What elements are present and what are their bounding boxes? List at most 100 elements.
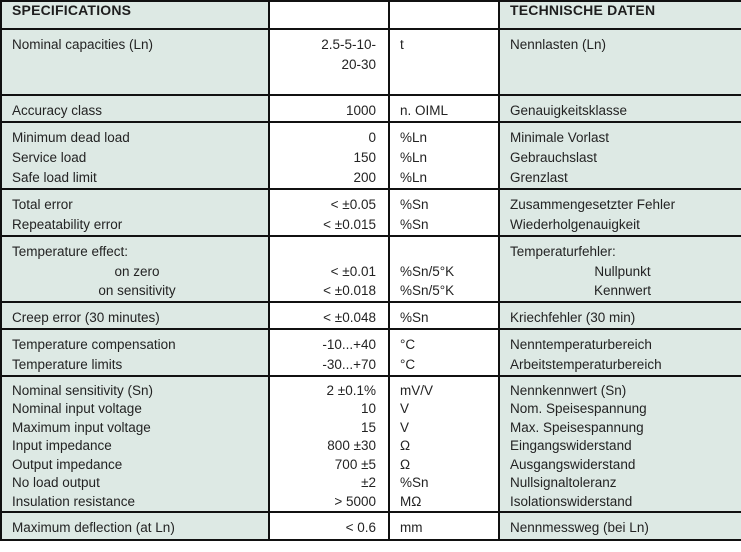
spec-unit-cell: %Sn <box>388 301 500 331</box>
spec-label-de-cell: Nennkennwert (Sn) Nom. Speisespannung Max.… <box>498 375 741 514</box>
spec-group-row: Nominal capacities (Ln) 2.5-5-10-20-30 t Ne… <box>0 28 741 96</box>
cell-line-de: Nullsignaltoleranz <box>510 475 617 491</box>
cell-line-en: Temperature effect: <box>12 244 129 259</box>
spec-label-en-cell: Total error Repeatability error <box>0 188 270 237</box>
cell-line-unit: mV/V <box>400 383 434 399</box>
spec-label-en-cell: Temperature compensation Temperature limi… <box>0 328 270 378</box>
cell-line-de: Zusammengesetzter Fehler <box>510 197 676 212</box>
spec-value-cell: 2 ±0.1% 10 15 800 ±30 700 ±5 ±2 > 5000 <box>268 375 390 514</box>
cell-line-de: Ausgangswiderstand <box>510 456 636 472</box>
cell-line-value: -30...+70 <box>322 357 376 373</box>
spec-value-cell: < 0.6 <box>268 511 390 542</box>
table-header-row: SPECIFICATIONS TECHNISCHE DATEN <box>0 0 741 30</box>
spec-value-cell: -10...+40 -30...+70 <box>268 328 390 378</box>
cell-line-unit: V <box>400 419 410 435</box>
cell-line-unit: mm <box>400 520 423 536</box>
cell-line-value: 2.5-5-10-20-30 <box>321 37 376 72</box>
spec-value-cell: 1000 <box>268 94 390 123</box>
spec-label-de-cell: Nennmessweg (bei Ln) <box>498 511 741 542</box>
spec-label-en-cell: Minimum dead load Service load Safe load l… <box>0 121 270 190</box>
spec-label-de-cell: Nennlasten (Ln) <box>498 28 741 96</box>
spec-group-row: Temperature effect: on zero on sensitivity… <box>0 234 741 304</box>
cell-line-de: Nennmessweg (bei Ln) <box>510 520 649 536</box>
cell-line-value: < 0.6 <box>345 520 376 536</box>
cell-line-value: < ±0.015 <box>323 217 376 232</box>
cell-line-de: Eingangswiderstand <box>510 438 632 454</box>
spec-value-cell: < ±0.048 <box>268 301 390 331</box>
cell-line-unit: %Sn/5°K <box>400 283 455 299</box>
cell-line-unit: Ω <box>400 438 411 454</box>
spec-label-de-cell: Zusammengesetzter Fehler Wiederholgenauig… <box>498 188 741 237</box>
cell-line-value: 200 <box>353 170 376 185</box>
spec-group-row: Accuracy class 1000 n. OIML Genauigkeitskla… <box>0 94 741 123</box>
spec-unit-cell: %Ln %Ln %Ln <box>388 121 500 190</box>
cell-line-value <box>276 242 376 262</box>
cell-line-de: Nom. Speisespannung <box>510 401 647 417</box>
cell-line-unit: %Sn <box>400 217 429 232</box>
header-technische-daten: TECHNISCHE DATEN <box>498 0 741 30</box>
cell-line-de: Nullpunkt <box>594 263 651 279</box>
spec-label-de-cell: Temperaturfehler: Nullpunkt Kennwert <box>498 234 741 304</box>
cell-line-unit: %Sn/5°K <box>400 263 455 279</box>
cell-line-value: 1000 <box>345 103 376 118</box>
cell-line-unit: %Ln <box>400 130 428 145</box>
spec-unit-cell: %Sn/5°K %Sn/5°K <box>388 234 500 304</box>
spec-label-en-cell: Temperature effect: on zero on sensitivity <box>0 234 270 304</box>
cell-line-unit: °C <box>400 357 416 373</box>
cell-line-en: Minimum dead load <box>12 130 130 145</box>
spec-label-de-cell: Minimale Vorlast Gebrauchslast Grenzlast <box>498 121 741 190</box>
cell-line-de: Wiederholgenauigkeit <box>510 217 640 232</box>
cell-line-value: < ±0.018 <box>323 283 376 299</box>
cell-line-value: < ±0.01 <box>330 263 376 279</box>
cell-line-unit: Ω <box>400 456 411 472</box>
cell-line-de: Isolationswiderstand <box>510 493 633 509</box>
cell-line-de: Kennwert <box>593 283 652 299</box>
cell-line-unit: MΩ <box>400 493 422 509</box>
cell-line-unit: t <box>400 37 404 52</box>
spec-label-en-cell: Nominal sensitivity (Sn) Nominal input vo… <box>0 375 270 514</box>
cell-line-en: Output impedance <box>12 456 123 472</box>
cell-line-value: 700 ±5 <box>334 456 376 472</box>
spec-unit-cell: t <box>388 28 500 96</box>
spec-label-de-cell: Nenntemperaturbereich Arbeitstemperaturbe… <box>498 328 741 378</box>
spec-unit-cell: °C °C <box>388 328 500 378</box>
cell-line-en: Nominal capacities (Ln) <box>12 37 154 52</box>
cell-line-value: -10...+40 <box>322 337 376 353</box>
spec-group-row: Maximum deflection (at Ln) < 0.6 mm Nennmes… <box>0 511 741 542</box>
spec-value-cell: 0 150 200 <box>268 121 390 190</box>
cell-line-en: Maximum deflection (at Ln) <box>12 520 175 536</box>
spec-unit-cell: n. OIML <box>388 94 500 123</box>
cell-line-en: No load output <box>12 475 100 491</box>
cell-line-de: Max. Speisespannung <box>510 419 644 435</box>
cell-line-de: Genauigkeitsklasse <box>510 103 628 118</box>
cell-line-value: 10 <box>360 401 376 417</box>
cell-line-unit: %Sn <box>400 197 429 212</box>
spec-group-row: Nominal sensitivity (Sn) Nominal input vo… <box>0 375 741 514</box>
spec-unit-cell: mV/V V V Ω Ω %Sn MΩ <box>388 375 500 514</box>
cell-line-de: Kriechfehler (30 min) <box>510 310 636 326</box>
spec-value-cell: < ±0.05 < ±0.015 <box>268 188 390 237</box>
cell-line-de: Nennkennwert (Sn) <box>510 383 627 399</box>
cell-line-value: 0 <box>368 130 376 145</box>
cell-line-value: > 5000 <box>334 493 376 509</box>
cell-line-unit: n. OIML <box>400 103 449 118</box>
cell-line-en: Total error <box>12 197 73 212</box>
cell-line-en: Insulation resistance <box>12 493 136 509</box>
spec-unit-cell: mm <box>388 511 500 542</box>
cell-line-de: Temperaturfehler: <box>510 244 616 259</box>
spec-label-en-cell: Creep error (30 minutes) <box>0 301 270 331</box>
spec-unit-cell: %Sn %Sn <box>388 188 500 237</box>
cell-line-de: Nennlasten (Ln) <box>510 37 607 52</box>
cell-line-en: Nominal sensitivity (Sn) <box>12 383 154 399</box>
spec-group-row: Creep error (30 minutes) < ±0.048 %Sn Kriec… <box>0 301 741 331</box>
cell-line-en: Nominal input voltage <box>12 401 142 417</box>
cell-line-en: Service load <box>12 150 87 165</box>
spec-label-de-cell: Genauigkeitsklasse <box>498 94 741 123</box>
spec-group-row: Temperature compensation Temperature limi… <box>0 328 741 378</box>
spec-group-row: Total error Repeatability error < ±0.05 < ±… <box>0 188 741 237</box>
cell-line-value: 15 <box>360 419 376 435</box>
spec-label-de-cell: Kriechfehler (30 min) <box>498 301 741 331</box>
cell-line-de: Gebrauchslast <box>510 150 598 165</box>
cell-line-de: Minimale Vorlast <box>510 130 610 145</box>
